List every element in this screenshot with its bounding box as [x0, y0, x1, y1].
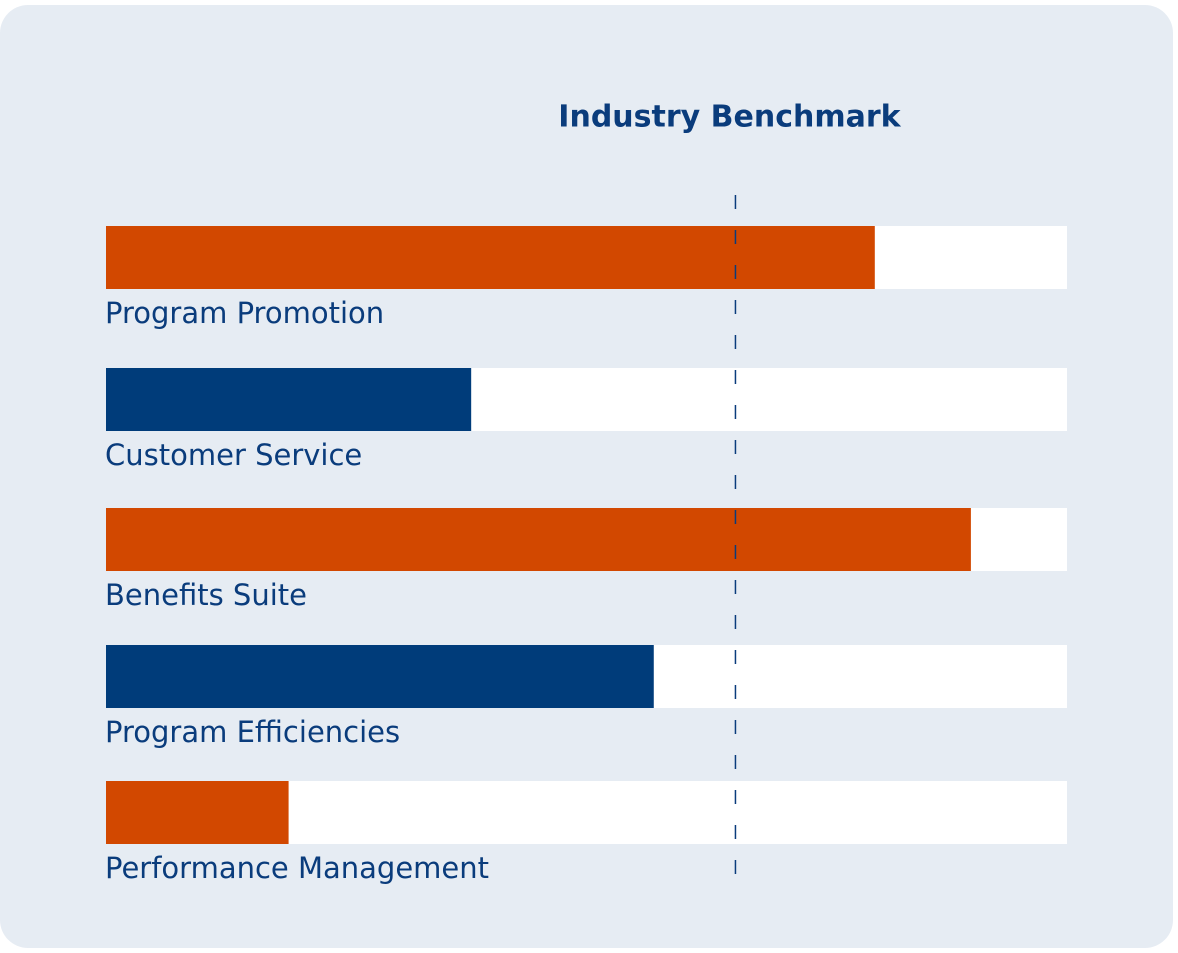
bar-label: Customer Service — [105, 438, 362, 472]
bar — [106, 226, 875, 289]
bar — [106, 781, 289, 844]
bar-label: Benefits Suite — [105, 578, 307, 612]
bar-label: Performance Management — [105, 851, 489, 885]
bar-label: Program Promotion — [105, 296, 384, 330]
bar — [106, 508, 971, 571]
benchmark-label: Industry Benchmark — [558, 100, 901, 135]
bar — [106, 368, 472, 431]
bar-label: Program Efficiencies — [105, 715, 400, 749]
bar — [106, 645, 654, 708]
